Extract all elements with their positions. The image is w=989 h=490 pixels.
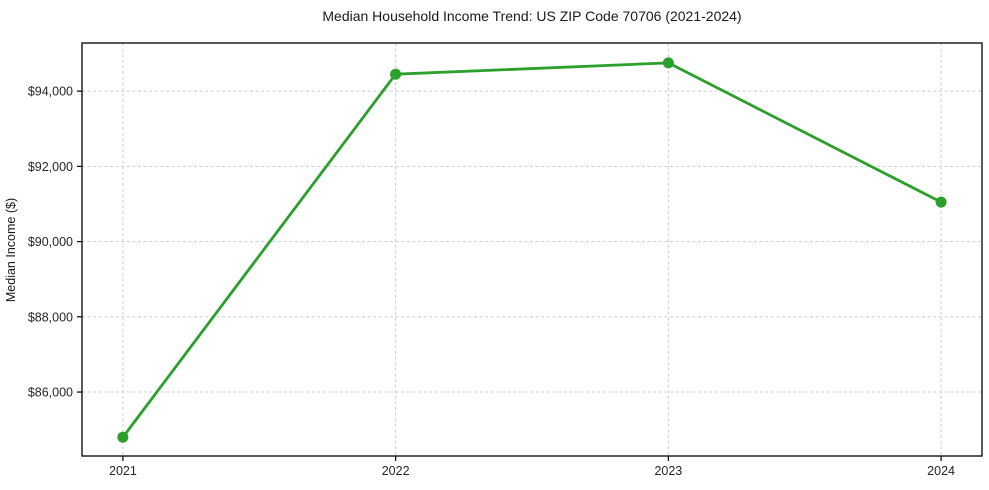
- y-tick-label: $86,000: [28, 386, 73, 400]
- axis-ticks: [77, 90, 942, 461]
- data-series: [117, 57, 947, 443]
- y-tick-label: $90,000: [28, 235, 73, 249]
- data-point-2024: [935, 196, 947, 208]
- data-point-2021: [117, 431, 129, 443]
- data-point-2023: [662, 57, 674, 69]
- y-tick-label: $88,000: [28, 310, 73, 324]
- chart-title: Median Household Income Trend: US ZIP Co…: [322, 8, 741, 24]
- x-tick-label: 2023: [654, 464, 682, 478]
- y-axis-label: Median Income ($): [4, 198, 18, 302]
- y-tick-label: $92,000: [28, 160, 73, 174]
- plot-border: [81, 42, 983, 457]
- x-tick-label: 2022: [382, 464, 410, 478]
- x-tick-label: 2024: [927, 464, 955, 478]
- x-tick-label: 2021: [109, 464, 137, 478]
- data-point-2022: [390, 68, 402, 80]
- gridlines: [82, 43, 982, 456]
- income-trend-line: [121, 61, 943, 439]
- y-tick-label: $94,000: [28, 85, 73, 99]
- tick-labels: $86,000 $88,000 $90,000 $92,000 $94,000 2021 2…: [28, 85, 955, 478]
